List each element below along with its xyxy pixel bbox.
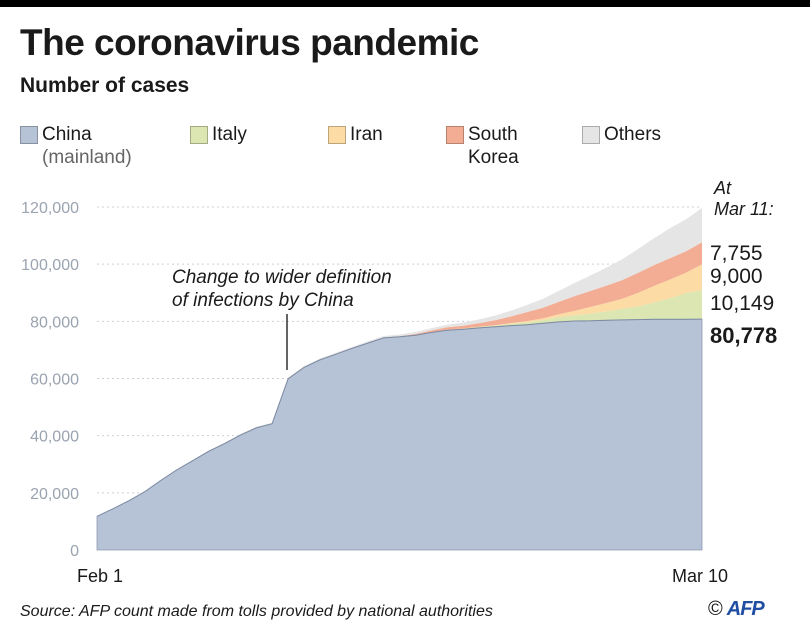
y-tick-label: 40,000 xyxy=(30,429,79,446)
legend-label: Iran xyxy=(350,123,383,146)
legend-label-text: China xyxy=(42,124,92,145)
legend-label: Italy xyxy=(212,123,247,146)
area-italy xyxy=(97,290,702,517)
legend-label-text: Italy xyxy=(212,124,247,145)
legend-sublabel-text: Korea xyxy=(468,147,519,168)
y-tick-label: 120,000 xyxy=(21,200,79,217)
legend-swatch xyxy=(328,126,346,144)
y-tick-label: 80,000 xyxy=(30,314,79,331)
afp-logo: AFP xyxy=(726,598,765,620)
chart-subtitle: Number of cases xyxy=(20,74,190,97)
chart-title: The coronavirus pandemic xyxy=(20,22,479,63)
legend-sublabel-text: (mainland) xyxy=(42,147,132,168)
legend-swatch xyxy=(446,126,464,144)
y-tick-label: 20,000 xyxy=(30,486,79,503)
legend-label: China (mainland) xyxy=(42,123,132,169)
afp-credit: © AFP xyxy=(708,598,765,621)
source-note: Source: AFP count made from tolls provid… xyxy=(20,603,493,620)
china-top-edge xyxy=(96,318,703,517)
end-value-label: 7,755 xyxy=(710,242,763,265)
area-south-korea xyxy=(97,242,702,517)
area-china-mainland xyxy=(96,318,703,551)
legend-label-text: South xyxy=(468,124,518,145)
legend-swatch xyxy=(20,126,38,144)
legend-label: South Korea xyxy=(468,123,519,169)
annotation-line-1: Change to wider definition xyxy=(172,267,392,288)
y-tick-label: 100,000 xyxy=(21,257,79,274)
legend-label: Others xyxy=(604,123,661,146)
legend-swatch xyxy=(582,126,600,144)
annotation-line-2: of infections by China xyxy=(172,290,354,311)
y-tick-label: 0 xyxy=(70,543,79,560)
end-value-label: 9,000 xyxy=(710,265,763,288)
copyright-symbol: © xyxy=(708,598,723,620)
x-tick-start: Feb 1 xyxy=(77,566,123,586)
end-label-date: Mar 11: xyxy=(714,199,774,219)
legend-swatch xyxy=(190,126,208,144)
end-value-label: 10,149 xyxy=(710,292,774,315)
legend-label-text: Others xyxy=(604,124,662,145)
y-tick-label: 60,000 xyxy=(30,372,79,389)
end-value-label: 80,778 xyxy=(710,323,777,348)
end-label-at: At xyxy=(713,178,732,198)
legend-label-text: Iran xyxy=(350,124,383,145)
x-tick-end: Mar 10 xyxy=(672,566,728,586)
top-rule xyxy=(0,0,810,7)
